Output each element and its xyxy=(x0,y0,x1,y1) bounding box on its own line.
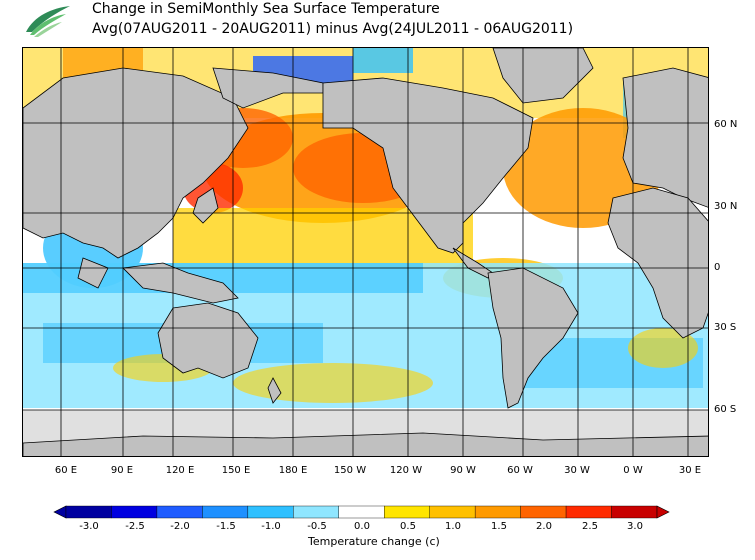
colorbar-tick-label: -0.5 xyxy=(307,521,327,532)
colorbar-tick-label: -1.5 xyxy=(216,521,236,532)
lon-label-30e: 30 E xyxy=(678,465,702,476)
agency-logo xyxy=(26,6,70,37)
lon-label-90e: 90 E xyxy=(110,465,134,476)
colorbar-tick-label: -2.5 xyxy=(125,521,145,532)
colorbar-tick-label: 2.0 xyxy=(536,521,552,532)
chart-title: Change in SemiMonthly Sea Surface Temper… xyxy=(92,1,440,17)
colorbar-tick-label: -1.0 xyxy=(261,521,281,532)
lon-label-180e: 180 E xyxy=(278,465,308,476)
colorbar-swatch xyxy=(565,505,612,519)
colorbar-tick-label: 0.0 xyxy=(354,521,370,532)
lat-lon-grid xyxy=(23,48,708,456)
lon-label-90w: 90 W xyxy=(450,465,476,476)
colorbar-swatch xyxy=(111,505,158,519)
colorbar-tick-label: 2.5 xyxy=(582,521,598,532)
lon-label-150e: 150 E xyxy=(221,465,251,476)
colorbar-tick-label: 1.0 xyxy=(445,521,461,532)
lon-label-60e: 60 E xyxy=(54,465,78,476)
colorbar-swatch xyxy=(474,505,521,519)
colorbar-tick-label: -3.0 xyxy=(79,521,99,532)
colorbar-tick-label: 3.0 xyxy=(627,521,643,532)
colorbar-swatch xyxy=(202,505,249,519)
lon-label-120e: 120 E xyxy=(165,465,195,476)
colorbar-swatch xyxy=(611,505,658,519)
lat-label-60s: 60 S xyxy=(714,404,737,415)
lon-label-120w: 120 W xyxy=(389,465,423,476)
colorbar-swatch xyxy=(520,505,567,519)
colorbar-swatch xyxy=(384,505,430,519)
colorbar-arrow-high xyxy=(656,505,670,519)
lon-label-0w: 0 W xyxy=(623,465,643,476)
colorbar-arrow-low xyxy=(53,505,67,519)
lat-label-equator: 0 xyxy=(714,262,721,273)
colorbar-swatch xyxy=(65,505,112,519)
lon-label-30w: 30 W xyxy=(564,465,590,476)
colorbar-swatch xyxy=(156,505,203,519)
colorbar-tick-label: -2.0 xyxy=(170,521,190,532)
lat-label-60n: 60 N xyxy=(714,119,738,130)
lon-label-60w: 60 W xyxy=(507,465,533,476)
land-masses xyxy=(23,48,708,456)
lon-label-150w: 150 W xyxy=(333,465,367,476)
sst-change-map xyxy=(22,47,709,457)
colorbar-tick-label: 1.5 xyxy=(491,521,507,532)
chart-subtitle: Avg(07AUG2011 - 20AUG2011) minus Avg(24J… xyxy=(92,21,574,37)
lat-label-30s: 30 S xyxy=(714,322,737,333)
colorbar-tick-label: 0.5 xyxy=(400,521,416,532)
colorbar-title: Temperature change (c) xyxy=(308,535,440,548)
colorbar-swatch xyxy=(338,505,385,519)
colorbar-swatch xyxy=(429,505,476,519)
colorbar-swatch xyxy=(293,505,339,519)
lat-label-30n: 30 N xyxy=(714,201,738,212)
colorbar-swatch xyxy=(247,505,294,519)
